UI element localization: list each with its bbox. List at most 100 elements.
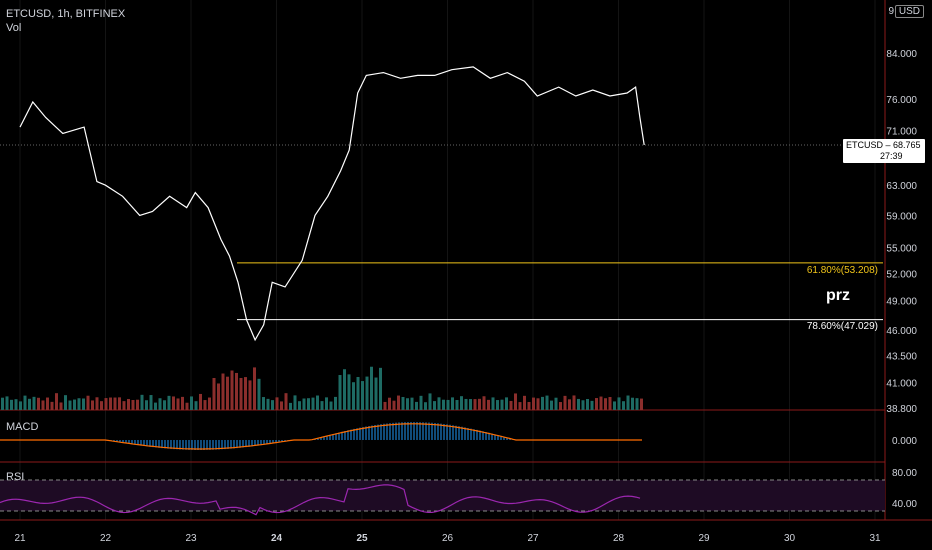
time-tick-label: 31 [869, 533, 881, 544]
volume-bar [532, 398, 535, 410]
volume-bar [595, 398, 598, 410]
volume-bar [204, 400, 207, 410]
volume-bar [96, 397, 99, 410]
volume-bar [456, 400, 459, 410]
fib-lines [237, 263, 883, 320]
volume-bar [114, 398, 117, 410]
volume-label[interactable]: Vol [6, 22, 21, 34]
macd-pane: 0.000 [0, 422, 917, 450]
volume-bar [226, 377, 229, 410]
volume-bar [627, 396, 630, 410]
price-axis[interactable]: 84.000 76.000 71.000 63.000 59.000 55.000 52.0… [886, 49, 917, 415]
time-tick-label: 28 [613, 533, 625, 544]
volume-bar [1, 398, 4, 410]
fib-618-label[interactable]: 61.80%(53.208) [807, 265, 878, 276]
price-tick-label: 46.000 [886, 326, 917, 337]
volume-bar [87, 396, 90, 410]
volume-bar [334, 397, 337, 410]
volume-bar [109, 398, 112, 410]
volume-bar [402, 397, 405, 410]
volume-bar [217, 383, 220, 410]
price-tick-label: 55.000 [886, 244, 917, 255]
volume-bar [78, 398, 81, 410]
volume-bar [438, 397, 441, 410]
volume-bar [82, 399, 85, 410]
volume-bar [105, 398, 108, 410]
time-tick-label: 26 [442, 533, 454, 544]
volume-bar [411, 398, 414, 410]
volume-bar [330, 402, 333, 410]
macd-label[interactable]: MACD [6, 421, 38, 433]
price-tick-label: 84.000 [886, 49, 917, 60]
volume-bar [528, 402, 531, 410]
time-axis[interactable]: 21 22 23 24 25 26 27 28 29 30 31 [14, 533, 881, 544]
volume-bar [433, 401, 436, 410]
volume-bar [172, 396, 175, 410]
time-tick-label: 30 [784, 533, 796, 544]
time-tick-label: 21 [14, 533, 26, 544]
volume-bar [285, 393, 288, 410]
volume-bar [181, 397, 184, 410]
volume-bar [379, 368, 382, 410]
volume-bar [253, 367, 256, 410]
volume-bar [298, 401, 301, 410]
volume-bar [37, 398, 40, 410]
tag-price: 68.765 [893, 140, 921, 150]
volume-bar [483, 396, 486, 410]
prz-annotation[interactable]: prz [826, 287, 850, 305]
currency-button[interactable]: USD [895, 5, 924, 18]
volume-bar [357, 377, 360, 410]
volume-bar [546, 396, 549, 410]
volume-bar [447, 400, 450, 410]
volume-bar [127, 399, 130, 410]
time-tick-label: 29 [698, 533, 710, 544]
volume-bar [222, 374, 225, 410]
price-tick-label: 52.000 [886, 269, 917, 280]
volume-bar [636, 398, 639, 410]
volume-bar [375, 378, 378, 410]
volume-bar [474, 399, 477, 410]
macd-signal-line [0, 424, 642, 449]
volume-bar [325, 397, 328, 410]
volume-bar [132, 400, 135, 410]
volume-bar [393, 401, 396, 410]
price-tick-label: 41.000 [886, 379, 917, 390]
volume-bar [505, 397, 508, 410]
rsi-tick-label: 40.00 [892, 499, 917, 510]
volume-bar [424, 402, 427, 410]
volume-bar [478, 399, 481, 410]
rsi-band [0, 480, 885, 511]
time-tick-label: 23 [185, 533, 197, 544]
price-tick-label: 49.000 [886, 297, 917, 308]
volume-bars [1, 367, 643, 410]
symbol-title[interactable]: ETCUSD, 1h, BITFINEX [6, 8, 125, 20]
volume-bar [123, 401, 126, 410]
volume-bar [406, 398, 409, 410]
volume-bar [10, 400, 13, 410]
volume-bar [361, 381, 364, 410]
volume-bar [465, 399, 468, 410]
rsi-label[interactable]: RSI [6, 471, 24, 483]
volume-bar [568, 399, 571, 410]
volume-bar [631, 398, 634, 410]
volume-bar [604, 398, 607, 410]
volume-bar [190, 396, 193, 410]
volume-bar [429, 393, 432, 410]
volume-bar [487, 400, 490, 410]
volume-bar [145, 400, 148, 410]
volume-bar [100, 401, 103, 410]
volume-bar [312, 398, 315, 410]
volume-bar [15, 399, 18, 410]
volume-bar [244, 377, 247, 410]
volume-bar [294, 395, 297, 410]
volume-bar [348, 374, 351, 410]
volume-bar [168, 396, 171, 410]
fib-786-label[interactable]: 78.60%(47.029) [807, 321, 878, 332]
volume-bar [555, 398, 558, 410]
volume-bar [451, 397, 454, 410]
price-axis-top-label: 9 [888, 6, 894, 17]
volume-bar [271, 400, 274, 410]
price-tick-label: 43.500 [886, 351, 917, 362]
last-price-tag: ETCUSD – 68.765 27:39 [843, 139, 925, 163]
